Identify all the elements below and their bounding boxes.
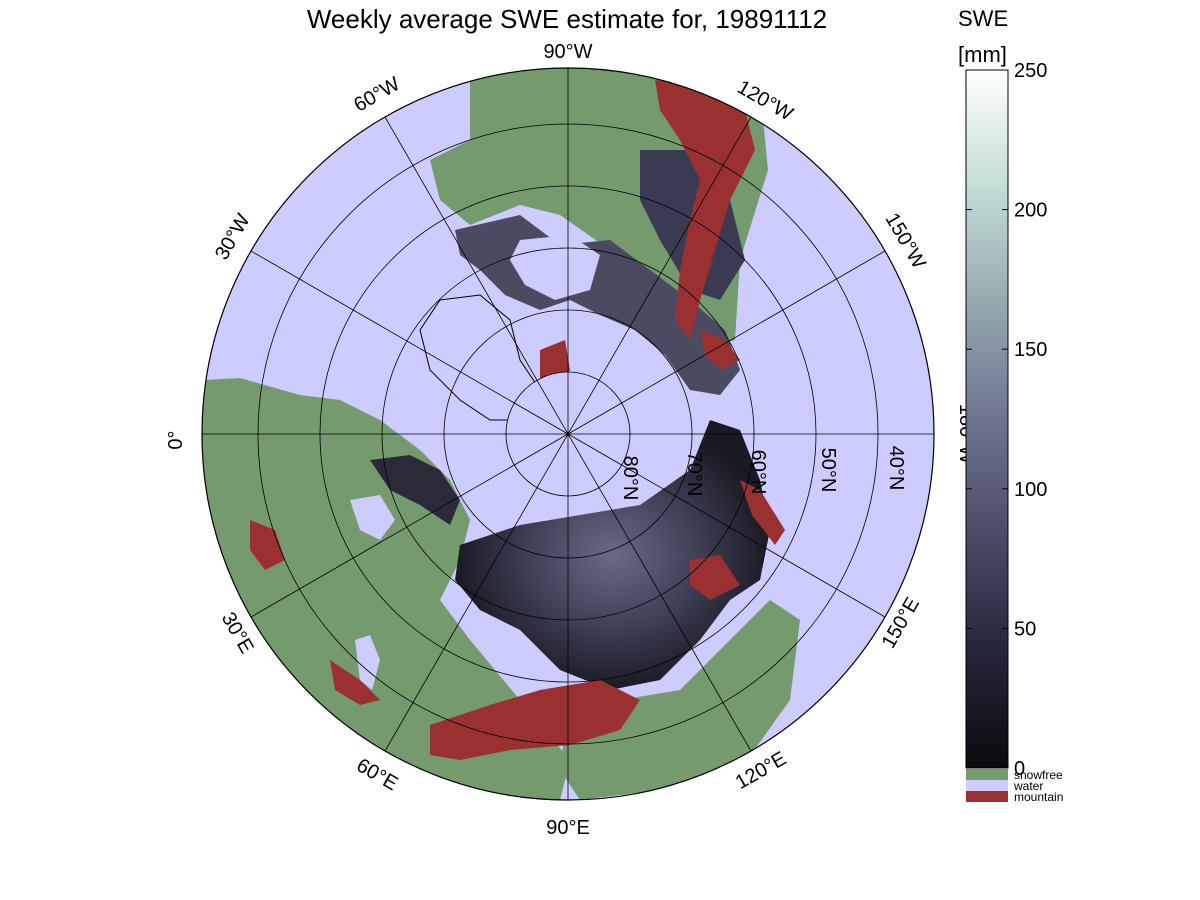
colorbar-tick-label: 50 [1014,618,1036,640]
colorbar-tick-label: 0 [1014,758,1025,780]
legend-label-water: water [1013,779,1043,793]
map-border [201,67,935,801]
mountain-central-asia [430,680,640,760]
swe-scandinavia [370,455,460,525]
water-caspian [355,635,380,690]
mountain-rockies [655,80,755,340]
lon-label-90e: 90°E [546,817,590,839]
colorbar-ticks: 250 200 150 100 50 0 [966,60,1047,780]
lon-label-60e: 60°E [353,754,402,795]
lat-label-60n: 60°N [747,450,769,495]
map-title: Weekly average SWE estimate for, 1989111… [307,4,827,34]
land-asia-south [560,600,800,800]
colorbar-title: SWE [958,6,1008,31]
legend-label-snowfree: snowfree [1014,768,1063,782]
lat-label-50n: 50°N [817,448,839,493]
legend-swatch-water [966,780,1008,791]
lat-label-80n: 80°N [619,456,641,501]
mountain-east-siberia [690,555,740,600]
land-layer [202,68,800,800]
colorbar-tick-label: 150 [1014,339,1047,361]
mountain-alps [250,520,285,570]
colorbar-unit: [mm] [958,42,1007,67]
legend-swatch-snowfree [966,769,1008,780]
mountain-far-east [740,480,785,545]
meridian-150w-30e [250,250,886,618]
lat-label-40n: 40°N [885,446,907,491]
latitude-labels: 80°N 70°N 60°N 50°N 40°N [619,446,907,501]
colorbar-gradient [965,69,1009,769]
swe-siberia [455,420,770,690]
water-baltic [350,495,395,540]
legend-swatch-mountain [966,791,1008,802]
lon-label-0: 0° [165,430,187,449]
lon-label-60w: 60°W [350,73,404,117]
lat-label-70n: 70°N [683,452,705,497]
polar-map [201,67,935,801]
colorbar-tick-label: 100 [1014,479,1047,501]
colorbar: SWE [mm] 250 200 150 100 50 0 snowfreewatermo… [958,6,1063,804]
legend-label-mountain: mountain [1014,790,1063,804]
colorbar-tick-label: 250 [1014,60,1047,82]
lon-label-90w: 90°W [543,41,592,63]
mountain-alaska [700,330,740,370]
mountain-caucasus [330,660,380,705]
graticule [202,68,934,800]
colorbar-tick-label: 200 [1014,200,1047,222]
